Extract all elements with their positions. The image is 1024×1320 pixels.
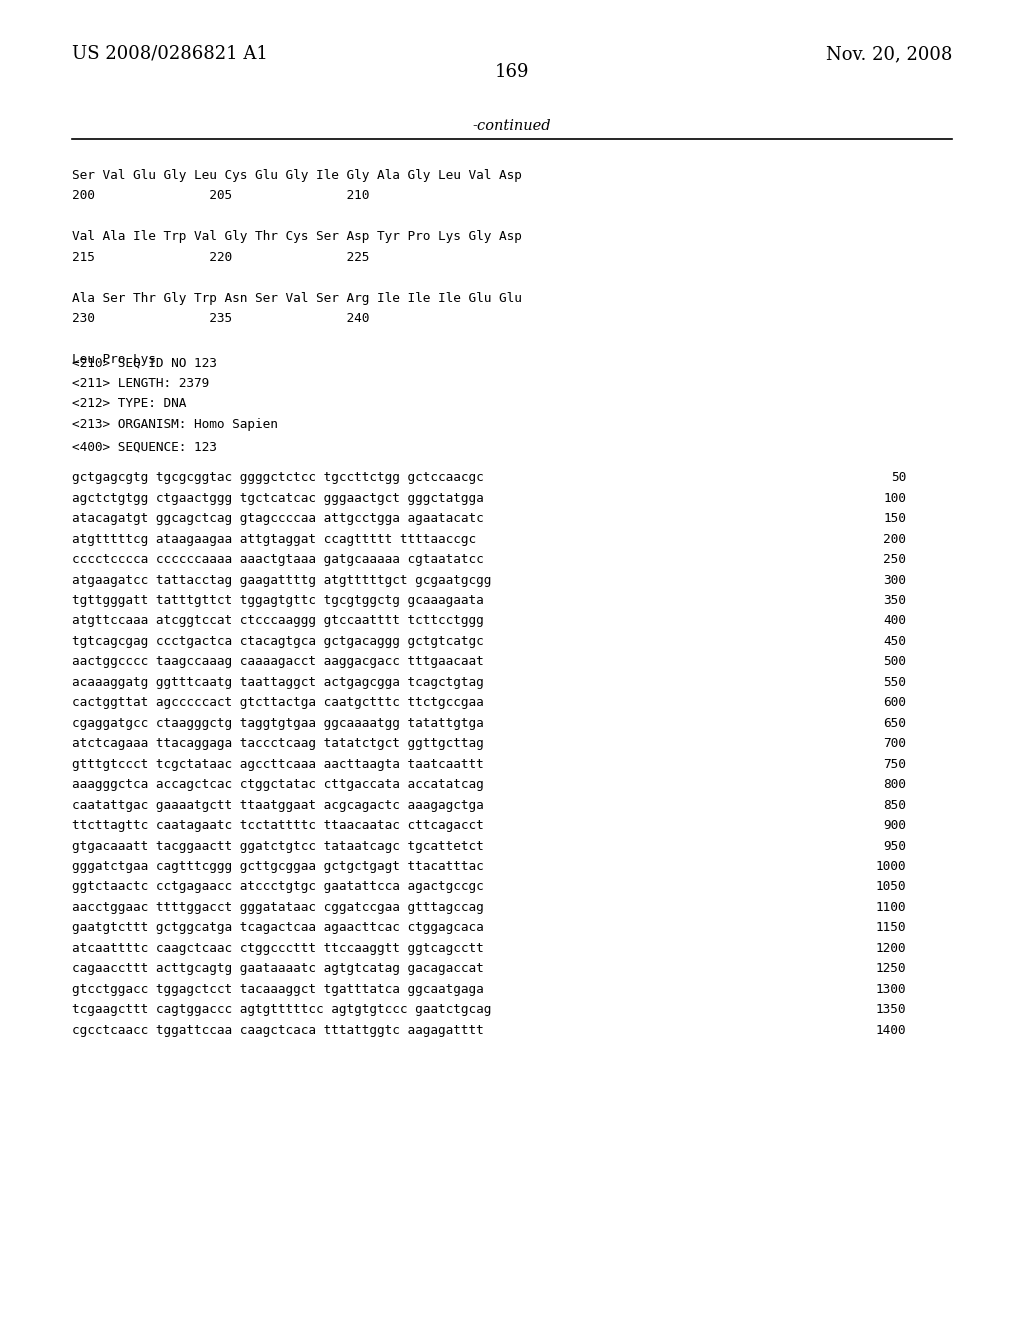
Text: 450: 450 (884, 635, 906, 648)
Text: 400: 400 (884, 615, 906, 627)
Text: caatattgac gaaaatgctt ttaatggaat acgcagactc aaagagctga: caatattgac gaaaatgctt ttaatggaat acgcaga… (72, 799, 483, 812)
Text: 550: 550 (884, 676, 906, 689)
Text: atcaattttc caagctcaac ctggcccttt ttccaaggtt ggtcagcctt: atcaattttc caagctcaac ctggcccttt ttccaag… (72, 942, 483, 954)
Text: aaagggctca accagctcac ctggctatac cttgaccata accatatcag: aaagggctca accagctcac ctggctatac cttgacc… (72, 777, 483, 791)
Text: US 2008/0286821 A1: US 2008/0286821 A1 (72, 45, 267, 63)
Text: cgaggatgcc ctaagggctg taggtgtgaa ggcaaaatgg tatattgtga: cgaggatgcc ctaagggctg taggtgtgaa ggcaaaa… (72, 717, 483, 730)
Text: agctctgtgg ctgaactggg tgctcatcac gggaactgct gggctatgga: agctctgtgg ctgaactggg tgctcatcac gggaact… (72, 491, 483, 504)
Text: Val Ala Ile Trp Val Gly Thr Cys Ser Asp Tyr Pro Lys Gly Asp: Val Ala Ile Trp Val Gly Thr Cys Ser Asp … (72, 230, 521, 243)
Text: 1250: 1250 (876, 962, 906, 975)
Text: 1150: 1150 (876, 921, 906, 935)
Text: 1000: 1000 (876, 861, 906, 873)
Text: 1350: 1350 (876, 1003, 906, 1016)
Text: atgtttttcg ataagaagaa attgtaggat ccagttttt ttttaaccgc: atgtttttcg ataagaagaa attgtaggat ccagttt… (72, 532, 476, 545)
Text: Nov. 20, 2008: Nov. 20, 2008 (826, 45, 952, 63)
Text: cactggttat agcccccact gtcttactga caatgctttc ttctgccgaa: cactggttat agcccccact gtcttactga caatgct… (72, 697, 483, 709)
Text: 350: 350 (884, 594, 906, 607)
Text: Leu Pro Lys: Leu Pro Lys (72, 354, 156, 366)
Text: 1050: 1050 (876, 880, 906, 894)
Text: 500: 500 (884, 655, 906, 668)
Text: 1300: 1300 (876, 982, 906, 995)
Text: gaatgtcttt gctggcatga tcagactcaa agaacttcac ctggagcaca: gaatgtcttt gctggcatga tcagactcaa agaactt… (72, 921, 483, 935)
Text: 230               235               240: 230 235 240 (72, 313, 369, 325)
Text: aactggcccc taagccaaag caaaagacct aaggacgacc tttgaacaat: aactggcccc taagccaaag caaaagacct aaggacg… (72, 655, 483, 668)
Text: 1100: 1100 (876, 900, 906, 913)
Text: 800: 800 (884, 777, 906, 791)
Text: 750: 750 (884, 758, 906, 771)
Text: cccctcccca ccccccaaaa aaactgtaaa gatgcaaaaa cgtaatatcc: cccctcccca ccccccaaaa aaactgtaaa gatgcaa… (72, 553, 483, 566)
Text: 150: 150 (884, 512, 906, 525)
Text: Ser Val Glu Gly Leu Cys Glu Gly Ile Gly Ala Gly Leu Val Asp: Ser Val Glu Gly Leu Cys Glu Gly Ile Gly … (72, 169, 521, 182)
Text: tcgaagcttt cagtggaccc agtgtttttcc agtgtgtccc gaatctgcag: tcgaagcttt cagtggaccc agtgtttttcc agtgtg… (72, 1003, 492, 1016)
Text: gtttgtccct tcgctataac agccttcaaa aacttaagta taatcaattt: gtttgtccct tcgctataac agccttcaaa aacttaa… (72, 758, 483, 771)
Text: atgttccaaa atcggtccat ctcccaaggg gtccaatttt tcttcctggg: atgttccaaa atcggtccat ctcccaaggg gtccaat… (72, 615, 483, 627)
Text: 100: 100 (884, 491, 906, 504)
Text: tgttgggatt tatttgttct tggagtgttc tgcgtggctg gcaaagaata: tgttgggatt tatttgttct tggagtgttc tgcgtgg… (72, 594, 483, 607)
Text: 850: 850 (884, 799, 906, 812)
Text: 1400: 1400 (876, 1024, 906, 1036)
Text: 200               205               210: 200 205 210 (72, 189, 369, 202)
Text: Ala Ser Thr Gly Trp Asn Ser Val Ser Arg Ile Ile Ile Glu Glu: Ala Ser Thr Gly Trp Asn Ser Val Ser Arg … (72, 292, 521, 305)
Text: 215               220               225: 215 220 225 (72, 251, 369, 264)
Text: gctgagcgtg tgcgcggtac ggggctctcc tgccttctgg gctccaacgc: gctgagcgtg tgcgcggtac ggggctctcc tgccttc… (72, 471, 483, 484)
Text: tgtcagcgag ccctgactca ctacagtgca gctgacaggg gctgtcatgc: tgtcagcgag ccctgactca ctacagtgca gctgaca… (72, 635, 483, 648)
Text: 650: 650 (884, 717, 906, 730)
Text: atgaagatcc tattacctag gaagattttg atgtttttgct gcgaatgcgg: atgaagatcc tattacctag gaagattttg atgtttt… (72, 573, 492, 586)
Text: 600: 600 (884, 697, 906, 709)
Text: <213> ORGANISM: Homo Sapien: <213> ORGANISM: Homo Sapien (72, 417, 278, 430)
Text: gtgacaaatt tacggaactt ggatctgtcc tataatcagc tgcattetct: gtgacaaatt tacggaactt ggatctgtcc tataatc… (72, 840, 483, 853)
Text: 250: 250 (884, 553, 906, 566)
Text: ggtctaactc cctgagaacc atccctgtgc gaatattcca agactgccgc: ggtctaactc cctgagaacc atccctgtgc gaatatt… (72, 880, 483, 894)
Text: 900: 900 (884, 818, 906, 832)
Text: <211> LENGTH: 2379: <211> LENGTH: 2379 (72, 378, 209, 389)
Text: cgcctcaacc tggattccaa caagctcaca tttattggtc aagagatttt: cgcctcaacc tggattccaa caagctcaca tttattg… (72, 1024, 483, 1036)
Text: 200: 200 (884, 532, 906, 545)
Text: gggatctgaa cagtttcggg gcttgcggaa gctgctgagt ttacatttac: gggatctgaa cagtttcggg gcttgcggaa gctgctg… (72, 861, 483, 873)
Text: <212> TYPE: DNA: <212> TYPE: DNA (72, 397, 186, 411)
Text: ttcttagttc caatagaatc tcctattttc ttaacaatac cttcagacct: ttcttagttc caatagaatc tcctattttc ttaacaa… (72, 818, 483, 832)
Text: atctcagaaa ttacaggaga taccctcaag tatatctgct ggttgcttag: atctcagaaa ttacaggaga taccctcaag tatatct… (72, 737, 483, 750)
Text: 300: 300 (884, 573, 906, 586)
Text: 169: 169 (495, 63, 529, 82)
Text: atacagatgt ggcagctcag gtagccccaa attgcctgga agaatacatc: atacagatgt ggcagctcag gtagccccaa attgcct… (72, 512, 483, 525)
Text: 950: 950 (884, 840, 906, 853)
Text: acaaaggatg ggtttcaatg taattaggct actgagcgga tcagctgtag: acaaaggatg ggtttcaatg taattaggct actgagc… (72, 676, 483, 689)
Text: aacctggaac ttttggacct gggatataac cggatccgaa gtttagccag: aacctggaac ttttggacct gggatataac cggatcc… (72, 900, 483, 913)
Text: -continued: -continued (473, 119, 551, 133)
Text: 50: 50 (891, 471, 906, 484)
Text: <400> SEQUENCE: 123: <400> SEQUENCE: 123 (72, 441, 216, 454)
Text: 700: 700 (884, 737, 906, 750)
Text: cagaaccttt acttgcagtg gaataaaatc agtgtcatag gacagaccat: cagaaccttt acttgcagtg gaataaaatc agtgtca… (72, 962, 483, 975)
Text: <210> SEQ ID NO 123: <210> SEQ ID NO 123 (72, 356, 216, 370)
Text: 1200: 1200 (876, 942, 906, 954)
Text: gtcctggacc tggagctcct tacaaaggct tgatttatca ggcaatgaga: gtcctggacc tggagctcct tacaaaggct tgattta… (72, 982, 483, 995)
